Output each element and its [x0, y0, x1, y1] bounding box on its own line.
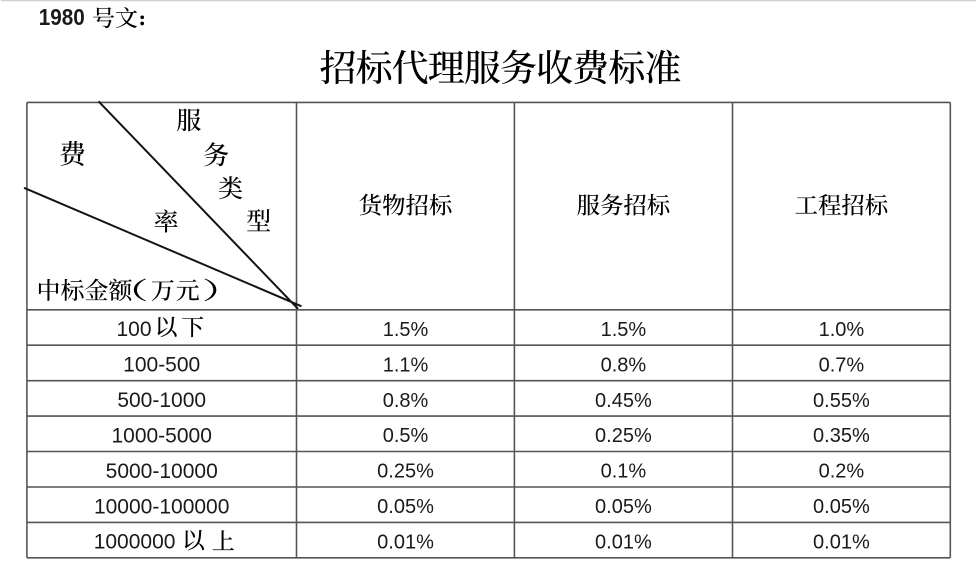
svg-text:10000-100000: 10000-100000: [94, 495, 229, 518]
svg-text:1.0%: 1.0%: [819, 319, 865, 341]
svg-text:1.1%: 1.1%: [383, 354, 429, 376]
svg-text:0.7%: 0.7%: [819, 354, 865, 376]
svg-text:0.8%: 0.8%: [601, 354, 647, 376]
svg-text:500-1000: 500-1000: [117, 389, 206, 412]
svg-text:1.5%: 1.5%: [601, 319, 647, 341]
svg-text:0.05%: 0.05%: [377, 496, 434, 518]
svg-text:0.2%: 0.2%: [819, 461, 865, 483]
svg-text:0.01%: 0.01%: [595, 532, 652, 554]
svg-text:1000-5000: 1000-5000: [111, 424, 211, 447]
svg-text:0.25%: 0.25%: [377, 461, 434, 483]
svg-text:0.1%: 0.1%: [601, 461, 647, 483]
svg-text:0.5%: 0.5%: [383, 425, 429, 447]
svg-text:0.8%: 0.8%: [383, 390, 429, 412]
svg-text:1980: 1980: [39, 4, 85, 30]
svg-text:1.5%: 1.5%: [383, 319, 429, 341]
svg-text:0.01%: 0.01%: [813, 532, 870, 554]
svg-text:0.35%: 0.35%: [813, 425, 870, 447]
svg-text:5000-10000: 5000-10000: [106, 460, 218, 483]
svg-text:1000000: 1000000: [94, 531, 176, 554]
svg-text:0.55%: 0.55%: [813, 390, 870, 412]
svg-text:0.01%: 0.01%: [377, 532, 434, 554]
svg-text:0.05%: 0.05%: [813, 496, 870, 518]
svg-text:100-500: 100-500: [123, 354, 200, 377]
svg-text:0.05%: 0.05%: [595, 496, 652, 518]
svg-text:0.25%: 0.25%: [595, 425, 652, 447]
svg-text:100: 100: [116, 318, 151, 341]
svg-text:0.45%: 0.45%: [595, 390, 652, 412]
